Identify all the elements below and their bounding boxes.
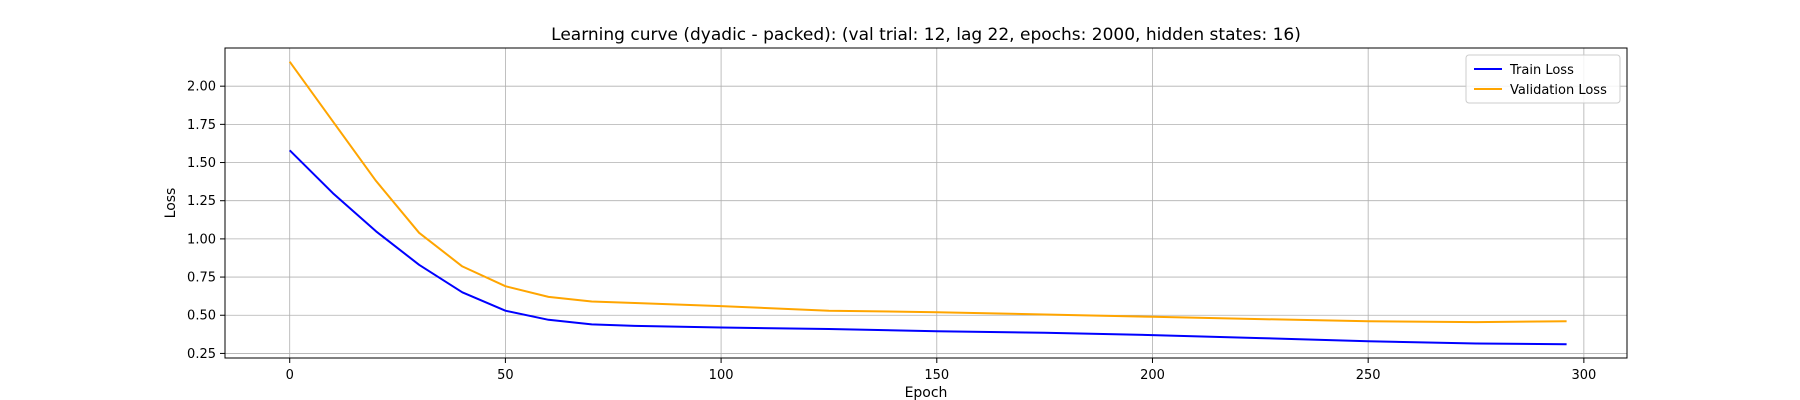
x-tick-label: 300 [1571,368,1596,383]
y-tick-label: 0.75 [187,271,216,286]
grid-layer [225,48,1627,358]
chart-title: Learning curve (dyadic - packed): (val t… [551,25,1301,45]
y-tick-label: 1.00 [187,232,216,247]
x-tick-label: 50 [497,368,514,383]
y-axis-label: Loss [163,188,179,219]
y-tick-label: 1.75 [187,118,216,133]
tick-layer: 0 50 100 150 200 250 300 0.25 0.50 0.75 1.00 1.25 1.… [187,80,1596,383]
x-axis-label: Epoch [905,385,948,400]
x-tick-label: 150 [924,368,949,383]
series-layer [288,61,1567,346]
x-tick-label: 200 [1140,368,1165,383]
series-line-validation-loss [288,61,1567,324]
y-tick-label: 0.50 [187,309,216,324]
series-line-train-loss [288,149,1567,346]
legend-label: Validation Loss [1510,83,1607,98]
y-tick-label: 1.50 [187,156,216,171]
x-tick-label: 0 [286,368,294,383]
y-tick-label: 0.25 [187,347,216,362]
y-tick-label: 1.25 [187,194,216,209]
plot-frame [224,47,1628,359]
y-tick-label: 2.00 [187,80,216,95]
legend-box [1465,54,1621,104]
x-tick-label: 100 [709,368,734,383]
legend: Train Loss Validation Loss [1465,54,1621,104]
x-tick-label: 250 [1356,368,1381,383]
legend-label: Train Loss [1509,63,1574,78]
